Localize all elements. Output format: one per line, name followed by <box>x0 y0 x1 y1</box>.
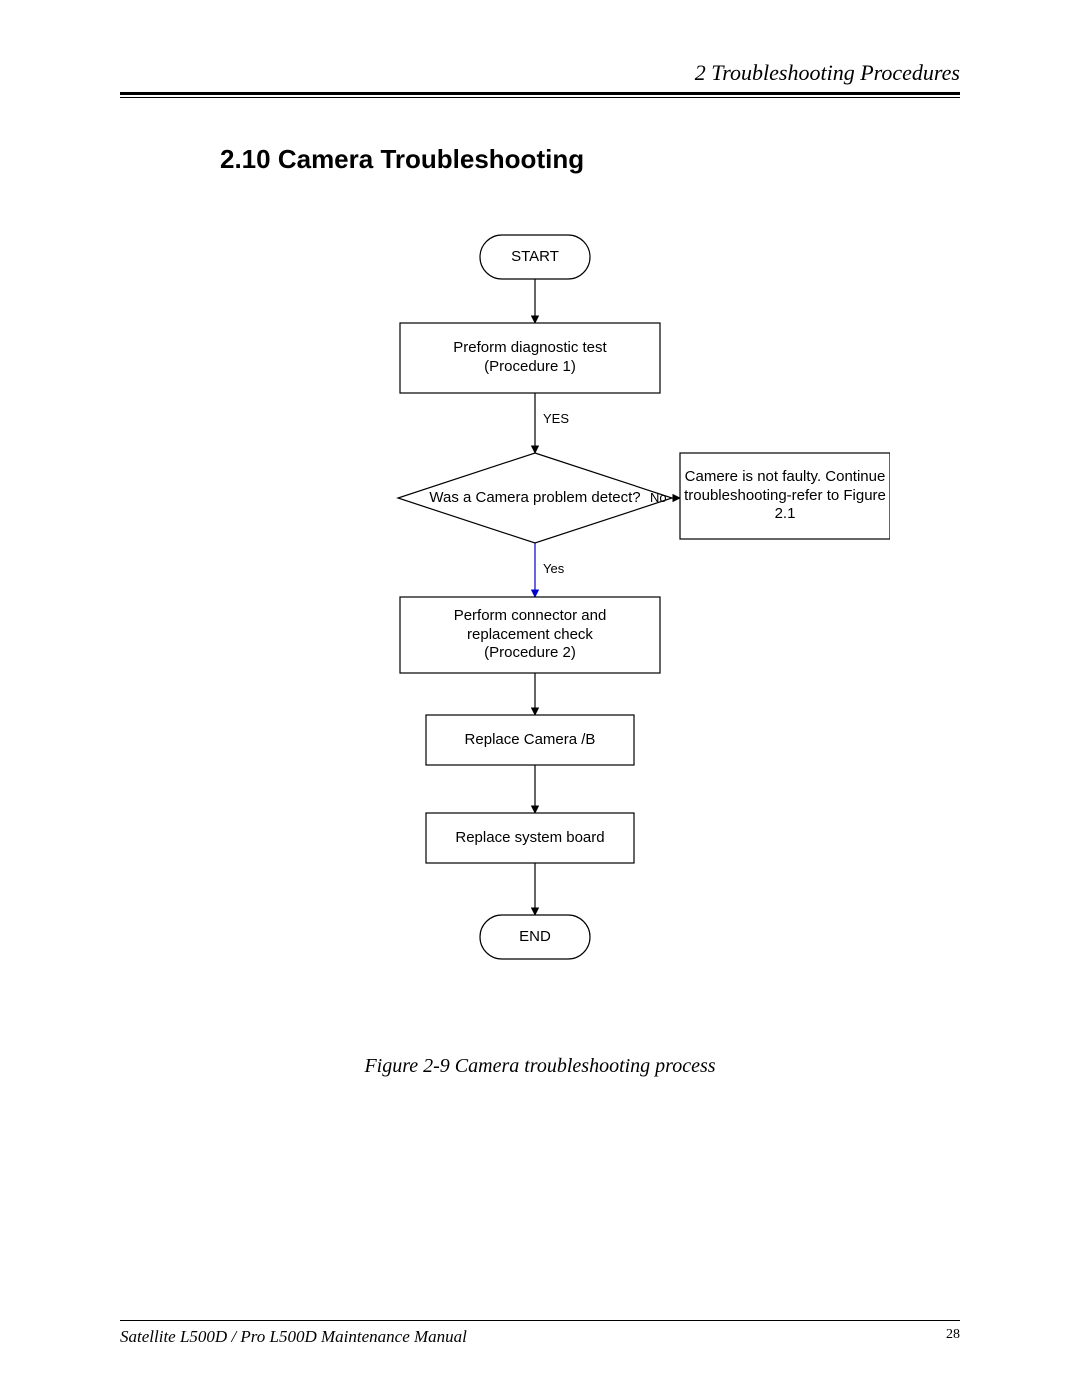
page-footer: Satellite L500D / Pro L500D Maintenance … <box>120 1320 960 1347</box>
header-rule-thin <box>120 97 960 98</box>
flow-edge-label: No <box>650 490 667 505</box>
flow-node-label-replsys: Replace system board <box>426 813 634 863</box>
camera-troubleshooting-flowchart: START Preform diagnostic test(Procedure 1… <box>250 205 890 1025</box>
footer-manual-title: Satellite L500D / Pro L500D Maintenance … <box>120 1327 467 1347</box>
flow-node-label-end: END <box>480 915 590 959</box>
flow-node-label-notfault: Camere is not faulty. Continuetroublesho… <box>680 453 890 539</box>
flow-node-label-diag: Preform diagnostic test(Procedure 1) <box>400 323 660 393</box>
flow-edge-label: YES <box>543 411 569 426</box>
header-rule-thick <box>120 92 960 95</box>
footer-page-number: 28 <box>946 1327 960 1347</box>
flow-node-label-decision: Was a Camera problem detect? <box>398 453 672 543</box>
flow-edge-label: Yes <box>543 561 564 576</box>
footer-rule <box>120 1320 960 1321</box>
flow-node-label-proc2: Perform connector andreplacement check(P… <box>400 597 660 673</box>
running-header: 2 Troubleshooting Procedures <box>120 60 960 86</box>
section-heading: 2.10 Camera Troubleshooting <box>220 144 960 175</box>
flow-node-label-replcam: Replace Camera /B <box>426 715 634 765</box>
flow-node-label-start: START <box>480 235 590 279</box>
figure-caption: Figure 2-9 Camera troubleshooting proces… <box>120 1055 960 1078</box>
document-page: 2 Troubleshooting Procedures 2.10 Camera… <box>0 0 1080 1397</box>
